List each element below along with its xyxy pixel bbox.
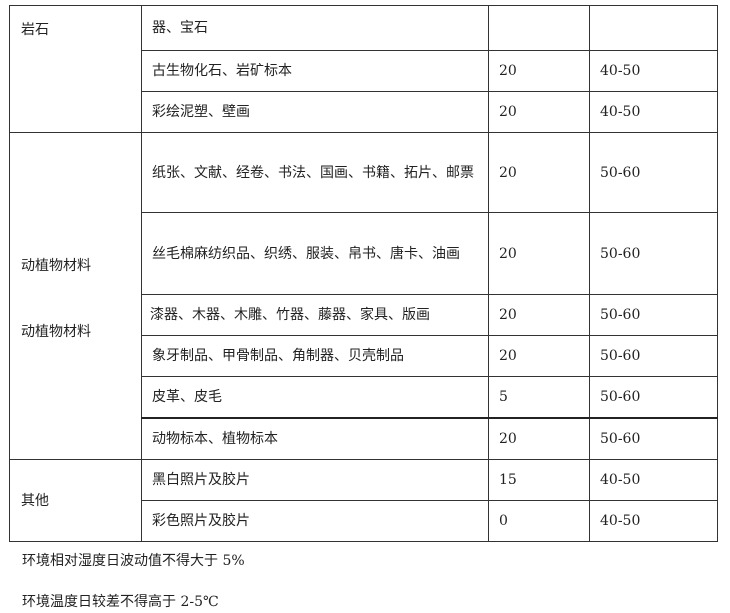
item-cell: 彩绘泥塑、壁画 — [141, 91, 489, 133]
value1-cell: 20 — [488, 50, 590, 92]
table-row: 漆器、木器、木雕、竹器、藤器、家具、版画 20 50-60 — [10, 294, 718, 336]
item-cell: 纸张、文献、经卷、书法、国画、书籍、拓片、邮票 — [141, 132, 489, 213]
item-cell: 动物标本、植物标本 — [141, 417, 489, 460]
table-row: 其他 黑白照片及胶片 15 40-50 — [9, 459, 718, 542]
table-row: 古生物化石、岩矿标本 20 40-50 — [10, 50, 718, 92]
value2-cell: 50-60 — [589, 132, 718, 213]
item-cell: 皮革、皮毛 — [141, 376, 489, 419]
group-label: 动植物材料 动植物材料 — [9, 132, 142, 460]
group-label-text: 动植物材料 — [21, 258, 91, 274]
table-row: 皮革、皮毛 5 50-60 — [10, 376, 718, 419]
storage-conditions-table: 岩石 器、宝石 古生物化石、岩矿标本 20 40-50 彩绘泥塑、壁画 20 4… — [9, 5, 718, 542]
note-humidity: 环境相对湿度日波动值不得大于 5% — [22, 553, 245, 569]
item-cell: 黑白照片及胶片 — [141, 459, 489, 501]
value2-cell: 50-60 — [589, 417, 718, 460]
value2-cell: 40-50 — [589, 459, 718, 501]
item-cell: 彩色照片及胶片 — [141, 500, 489, 542]
value1-cell: 20 — [488, 132, 590, 213]
value1-cell: 20 — [488, 335, 590, 377]
note-temperature: 环境温度日较差不得高于 2-5℃ — [22, 594, 219, 610]
value1-cell: 20 — [488, 91, 590, 133]
table-row: 动植物材料 动植物材料 纸张、文献、经卷、书法、国画、书籍、拓片、邮票 20 5… — [9, 132, 718, 460]
value1-cell: 5 — [488, 376, 590, 419]
value1-cell: 0 — [488, 500, 590, 542]
value1-cell: 20 — [488, 417, 590, 460]
item-cell: 漆器、木器、木雕、竹器、藤器、家具、版画 — [141, 294, 489, 336]
value1-cell: 20 — [488, 212, 590, 295]
value2-cell: 50-60 — [589, 294, 718, 336]
group-label-text: 岩石 — [21, 22, 49, 38]
value1-cell: 20 — [488, 294, 590, 336]
item-cell: 器、宝石 — [141, 5, 489, 51]
group-label-text-repeat: 动植物材料 — [21, 324, 91, 340]
table-row: 彩绘泥塑、壁画 20 40-50 — [10, 91, 718, 133]
table-row: 彩色照片及胶片 0 40-50 — [10, 500, 718, 542]
table-row: 岩石 器、宝石 — [9, 5, 718, 133]
value2-cell — [589, 5, 718, 51]
value1-cell — [488, 5, 590, 51]
item-cell: 丝毛棉麻纺织品、织绣、服装、帛书、唐卡、油画 — [141, 212, 489, 295]
value2-cell: 50-60 — [589, 335, 718, 377]
group-label: 其他 — [9, 459, 142, 542]
group-label: 岩石 — [9, 5, 142, 133]
item-cell: 象牙制品、甲骨制品、角制器、贝壳制品 — [141, 335, 489, 377]
table-row: 丝毛棉麻纺织品、织绣、服装、帛书、唐卡、油画 20 50-60 — [10, 212, 718, 295]
value1-cell: 15 — [488, 459, 590, 501]
value2-cell: 50-60 — [589, 212, 718, 295]
value2-cell: 40-50 — [589, 500, 718, 542]
value2-cell: 50-60 — [589, 376, 718, 419]
value2-cell: 40-50 — [589, 91, 718, 133]
item-cell: 古生物化石、岩矿标本 — [141, 50, 489, 92]
table-row: 象牙制品、甲骨制品、角制器、贝壳制品 20 50-60 — [10, 335, 718, 377]
value2-cell: 40-50 — [589, 50, 718, 92]
